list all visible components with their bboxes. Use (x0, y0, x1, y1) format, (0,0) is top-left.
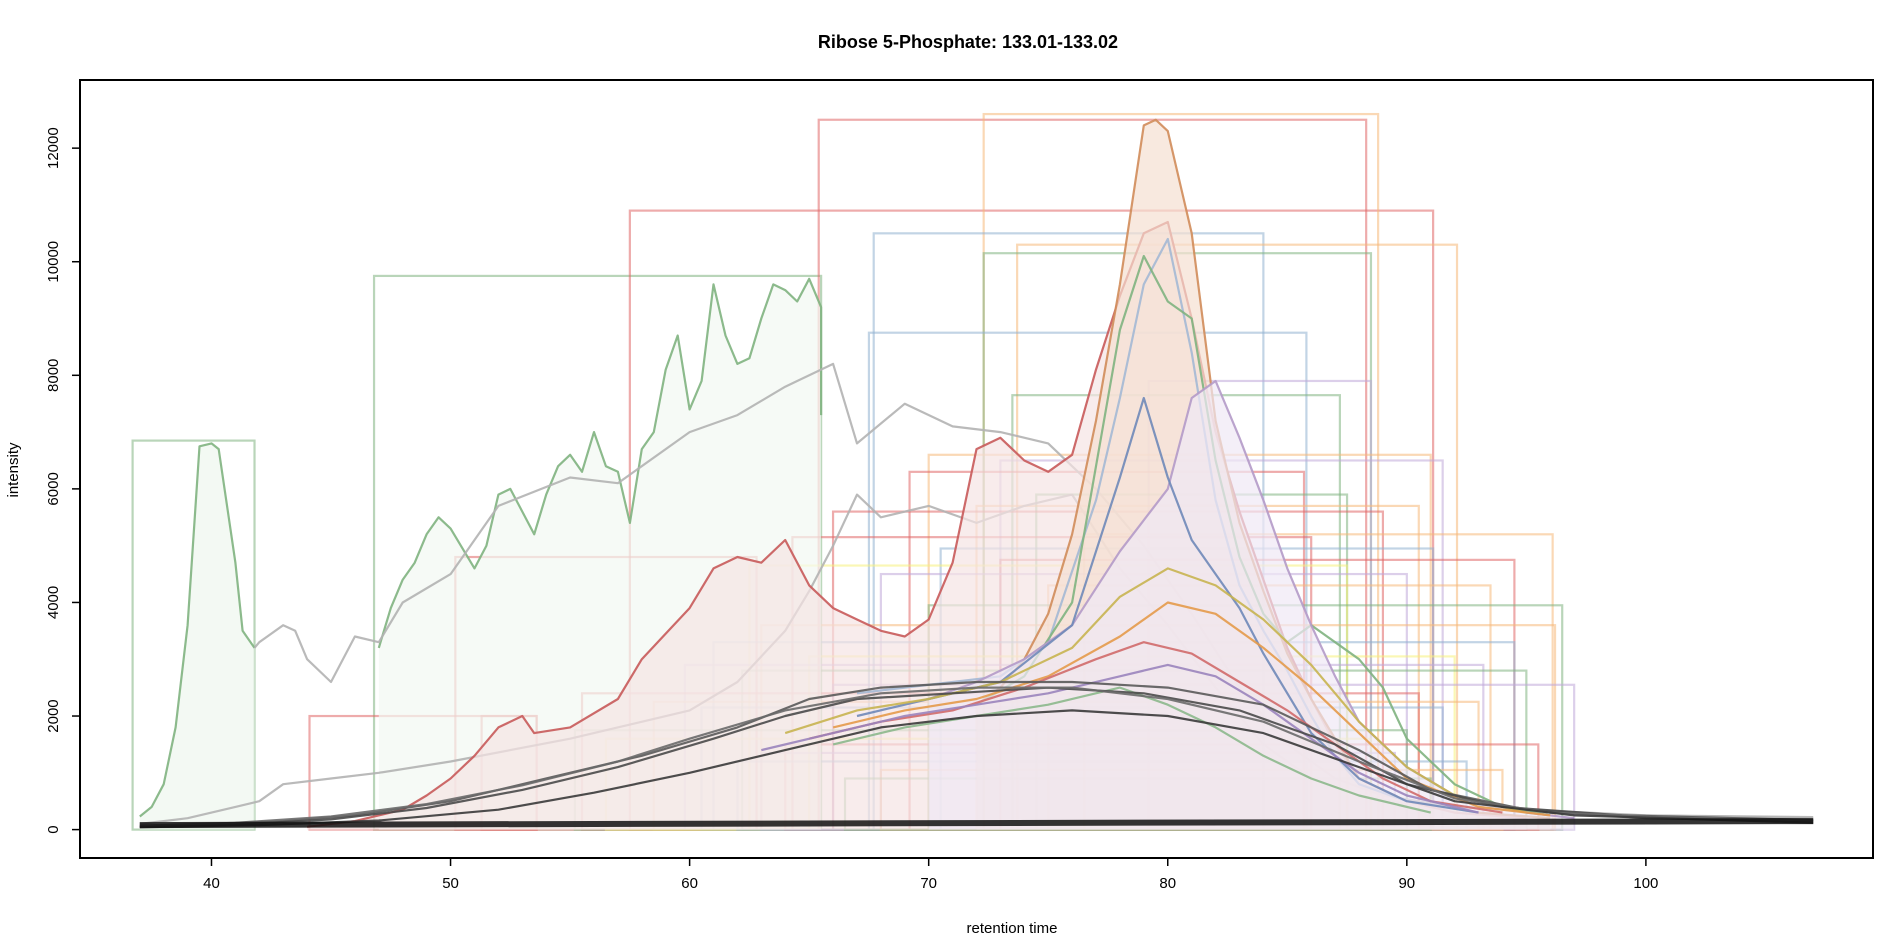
chromatogram-series (139, 118, 1814, 830)
y-tick-label-2000: 2000 (45, 699, 62, 732)
x-axis-label: retention time (967, 920, 1058, 937)
x-tick-label-70: 70 (920, 875, 937, 892)
series-line-1 (377, 277, 823, 649)
x-tick-label-100: 100 (1633, 875, 1658, 892)
x-tick-label-40: 40 (203, 875, 220, 892)
series-line-0 (139, 442, 256, 818)
series-fill-8 (928, 381, 1575, 830)
series-line-18 (139, 709, 1814, 829)
x-axis: 40 50 60 70 80 90 100 (203, 858, 1658, 892)
series-line-16 (139, 686, 1814, 828)
series-line-11 (832, 601, 1551, 817)
series-line-17 (139, 686, 1814, 827)
series-fill-0 (139, 443, 255, 830)
y-axis-label: intensity (5, 442, 22, 498)
x-tick-label-60: 60 (681, 875, 698, 892)
chart-title: Ribose 5-Phosphate: 133.01-133.02 (818, 32, 1118, 52)
y-axis: 0 2000 4000 6000 8000 10000 12000 (45, 127, 80, 834)
series-line-14 (761, 663, 1479, 814)
y-tick-label-0: 0 (45, 825, 62, 833)
y-tick-label-4000: 4000 (45, 586, 62, 619)
y-tick-label-12000: 12000 (45, 127, 62, 169)
y-tick-label-8000: 8000 (45, 359, 62, 392)
y-tick-label-10000: 10000 (45, 241, 62, 283)
series-line-12 (808, 641, 1503, 814)
series-line-10 (784, 567, 1527, 814)
y-tick-label-6000: 6000 (45, 472, 62, 505)
x-tick-label-80: 80 (1159, 875, 1176, 892)
x-tick-label-90: 90 (1398, 875, 1415, 892)
plot-frame (79, 79, 1874, 859)
x-tick-label-50: 50 (442, 875, 459, 892)
baseline-band (139, 818, 1814, 829)
peak-box-0 (131, 439, 256, 831)
